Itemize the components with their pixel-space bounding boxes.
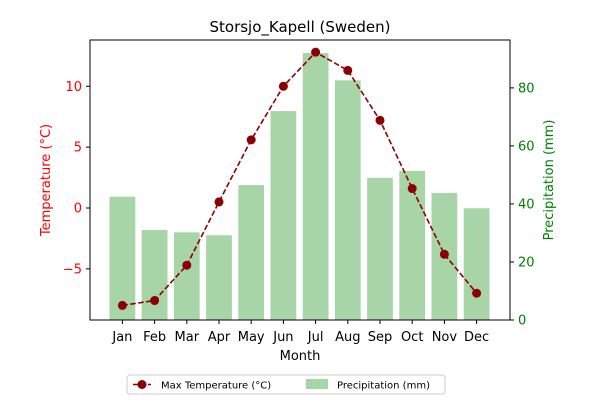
temp-point-jun [278,81,288,91]
y-left-tick-label: 10 [65,80,82,95]
precip-bar-oct [399,170,426,320]
temperature-line-layer [117,47,482,310]
x-axis-label: Month [280,349,321,364]
legend-label-precipitation: Precipitation (mm) [337,381,430,392]
y-axis-right-label: Precipitation (mm) [542,120,557,241]
x-tick-label-sep: Sep [368,330,393,345]
x-tick-label-apr: Apr [208,330,231,345]
precip-bar-apr [206,235,232,320]
temp-point-feb [150,296,160,306]
precip-bar-dec [463,208,490,320]
x-axis: Jan Feb Mar Apr May Jun Jul Aug Sep Oct Nov Dec [111,320,489,345]
x-tick-label-mar: Mar [175,330,200,345]
temp-point-aug [343,65,353,75]
y-left-tick-label: −5 [63,262,82,277]
precip-bar-jan [109,196,136,320]
y-right-tick-label: 60 [518,139,535,154]
temp-point-nov [439,249,449,259]
y-right-tick-label: 20 [518,255,535,270]
y-left-tick-label: 5 [74,141,82,156]
precipitation-bars [109,53,490,321]
legend: Max Temperature (°C) Precipitation (mm) [126,374,446,395]
temp-point-oct [407,184,417,194]
x-tick-label-jun: Jun [272,330,293,345]
legend-line-marker [137,380,147,389]
x-tick-label-jan: Jan [111,330,132,345]
precip-bar-aug [334,80,361,320]
temp-point-jul [311,47,321,57]
x-tick-label-dec: Dec [464,330,489,345]
x-tick-label-oct: Oct [401,330,423,345]
y-axis-right: 0 20 40 60 80 [510,81,535,329]
y-right-tick-label: 0 [518,314,526,329]
precip-bar-sep [367,177,393,320]
precip-bar-jul [302,53,329,320]
x-tick-label-jul: Jul [307,330,324,345]
legend-bar-swatch [306,379,328,389]
precip-bar-may [238,185,265,320]
x-tick-label-feb: Feb [143,330,166,345]
legend-box [126,374,446,395]
plot-frame [89,39,511,321]
temp-point-may [246,135,256,145]
precip-bar-feb [141,230,168,320]
temp-point-sep [375,115,385,125]
x-tick-label-aug: Aug [335,330,360,345]
legend-label-temperature: Max Temperature (°C) [161,381,271,392]
temp-point-dec [472,288,482,298]
y-right-tick-label: 40 [518,197,535,212]
temp-point-apr [214,197,224,207]
temperature-line [122,51,478,307]
y-right-tick-label: 80 [518,81,535,96]
x-tick-label-may: May [238,330,265,345]
temp-point-mar [182,260,192,270]
y-left-tick-label: 0 [74,202,82,217]
x-tick-label-nov: Nov [432,330,458,345]
y-axis-left: −5 0 5 10 [63,80,90,277]
chart-title: Storsjo_Kapell (Sweden) [209,18,390,37]
y-axis-left-label: Temperature (°C) [39,124,54,237]
temp-point-jan [117,300,127,310]
precip-bar-jun [270,111,297,321]
